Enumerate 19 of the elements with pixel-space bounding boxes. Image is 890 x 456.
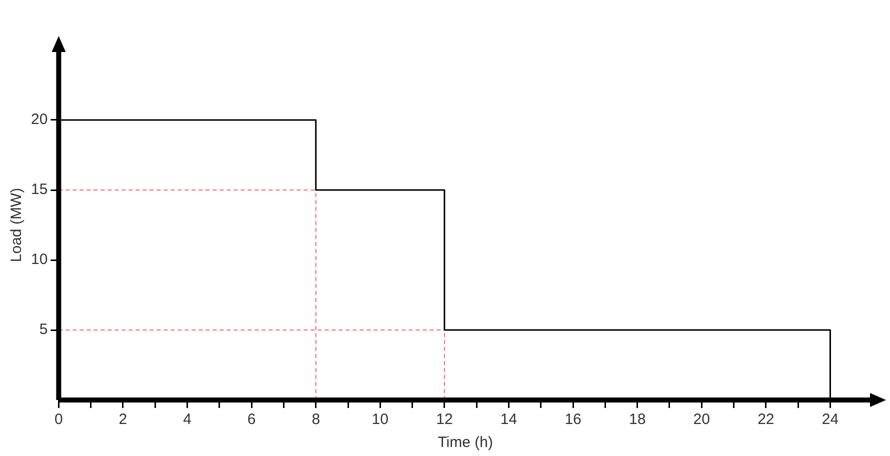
x-tick-label: 16 [564, 411, 582, 428]
x-tick-label: 18 [628, 411, 646, 428]
y-tick-label: 20 [30, 111, 48, 128]
x-tick-label: 12 [436, 411, 453, 428]
x-tick-label: 10 [372, 411, 388, 428]
y-axis-title: Load (MW) [8, 188, 26, 262]
x-tick-label: 6 [247, 411, 256, 428]
x-tick-label: 22 [758, 411, 774, 428]
x-tick-label: 2 [118, 411, 128, 428]
x-tick-label: 14 [500, 411, 518, 428]
x-tick-label: 8 [312, 411, 320, 428]
x-tick-label: 0 [54, 411, 63, 428]
x-tick-label: 24 [822, 411, 839, 428]
y-tick-label: 15 [30, 181, 48, 198]
y-tick-label: 10 [30, 251, 48, 268]
x-axis-title: Time (h) [438, 434, 493, 452]
x-tick-label: 4 [183, 411, 192, 428]
y-tick-label: 5 [39, 321, 48, 338]
x-tick-label: 20 [693, 411, 710, 428]
